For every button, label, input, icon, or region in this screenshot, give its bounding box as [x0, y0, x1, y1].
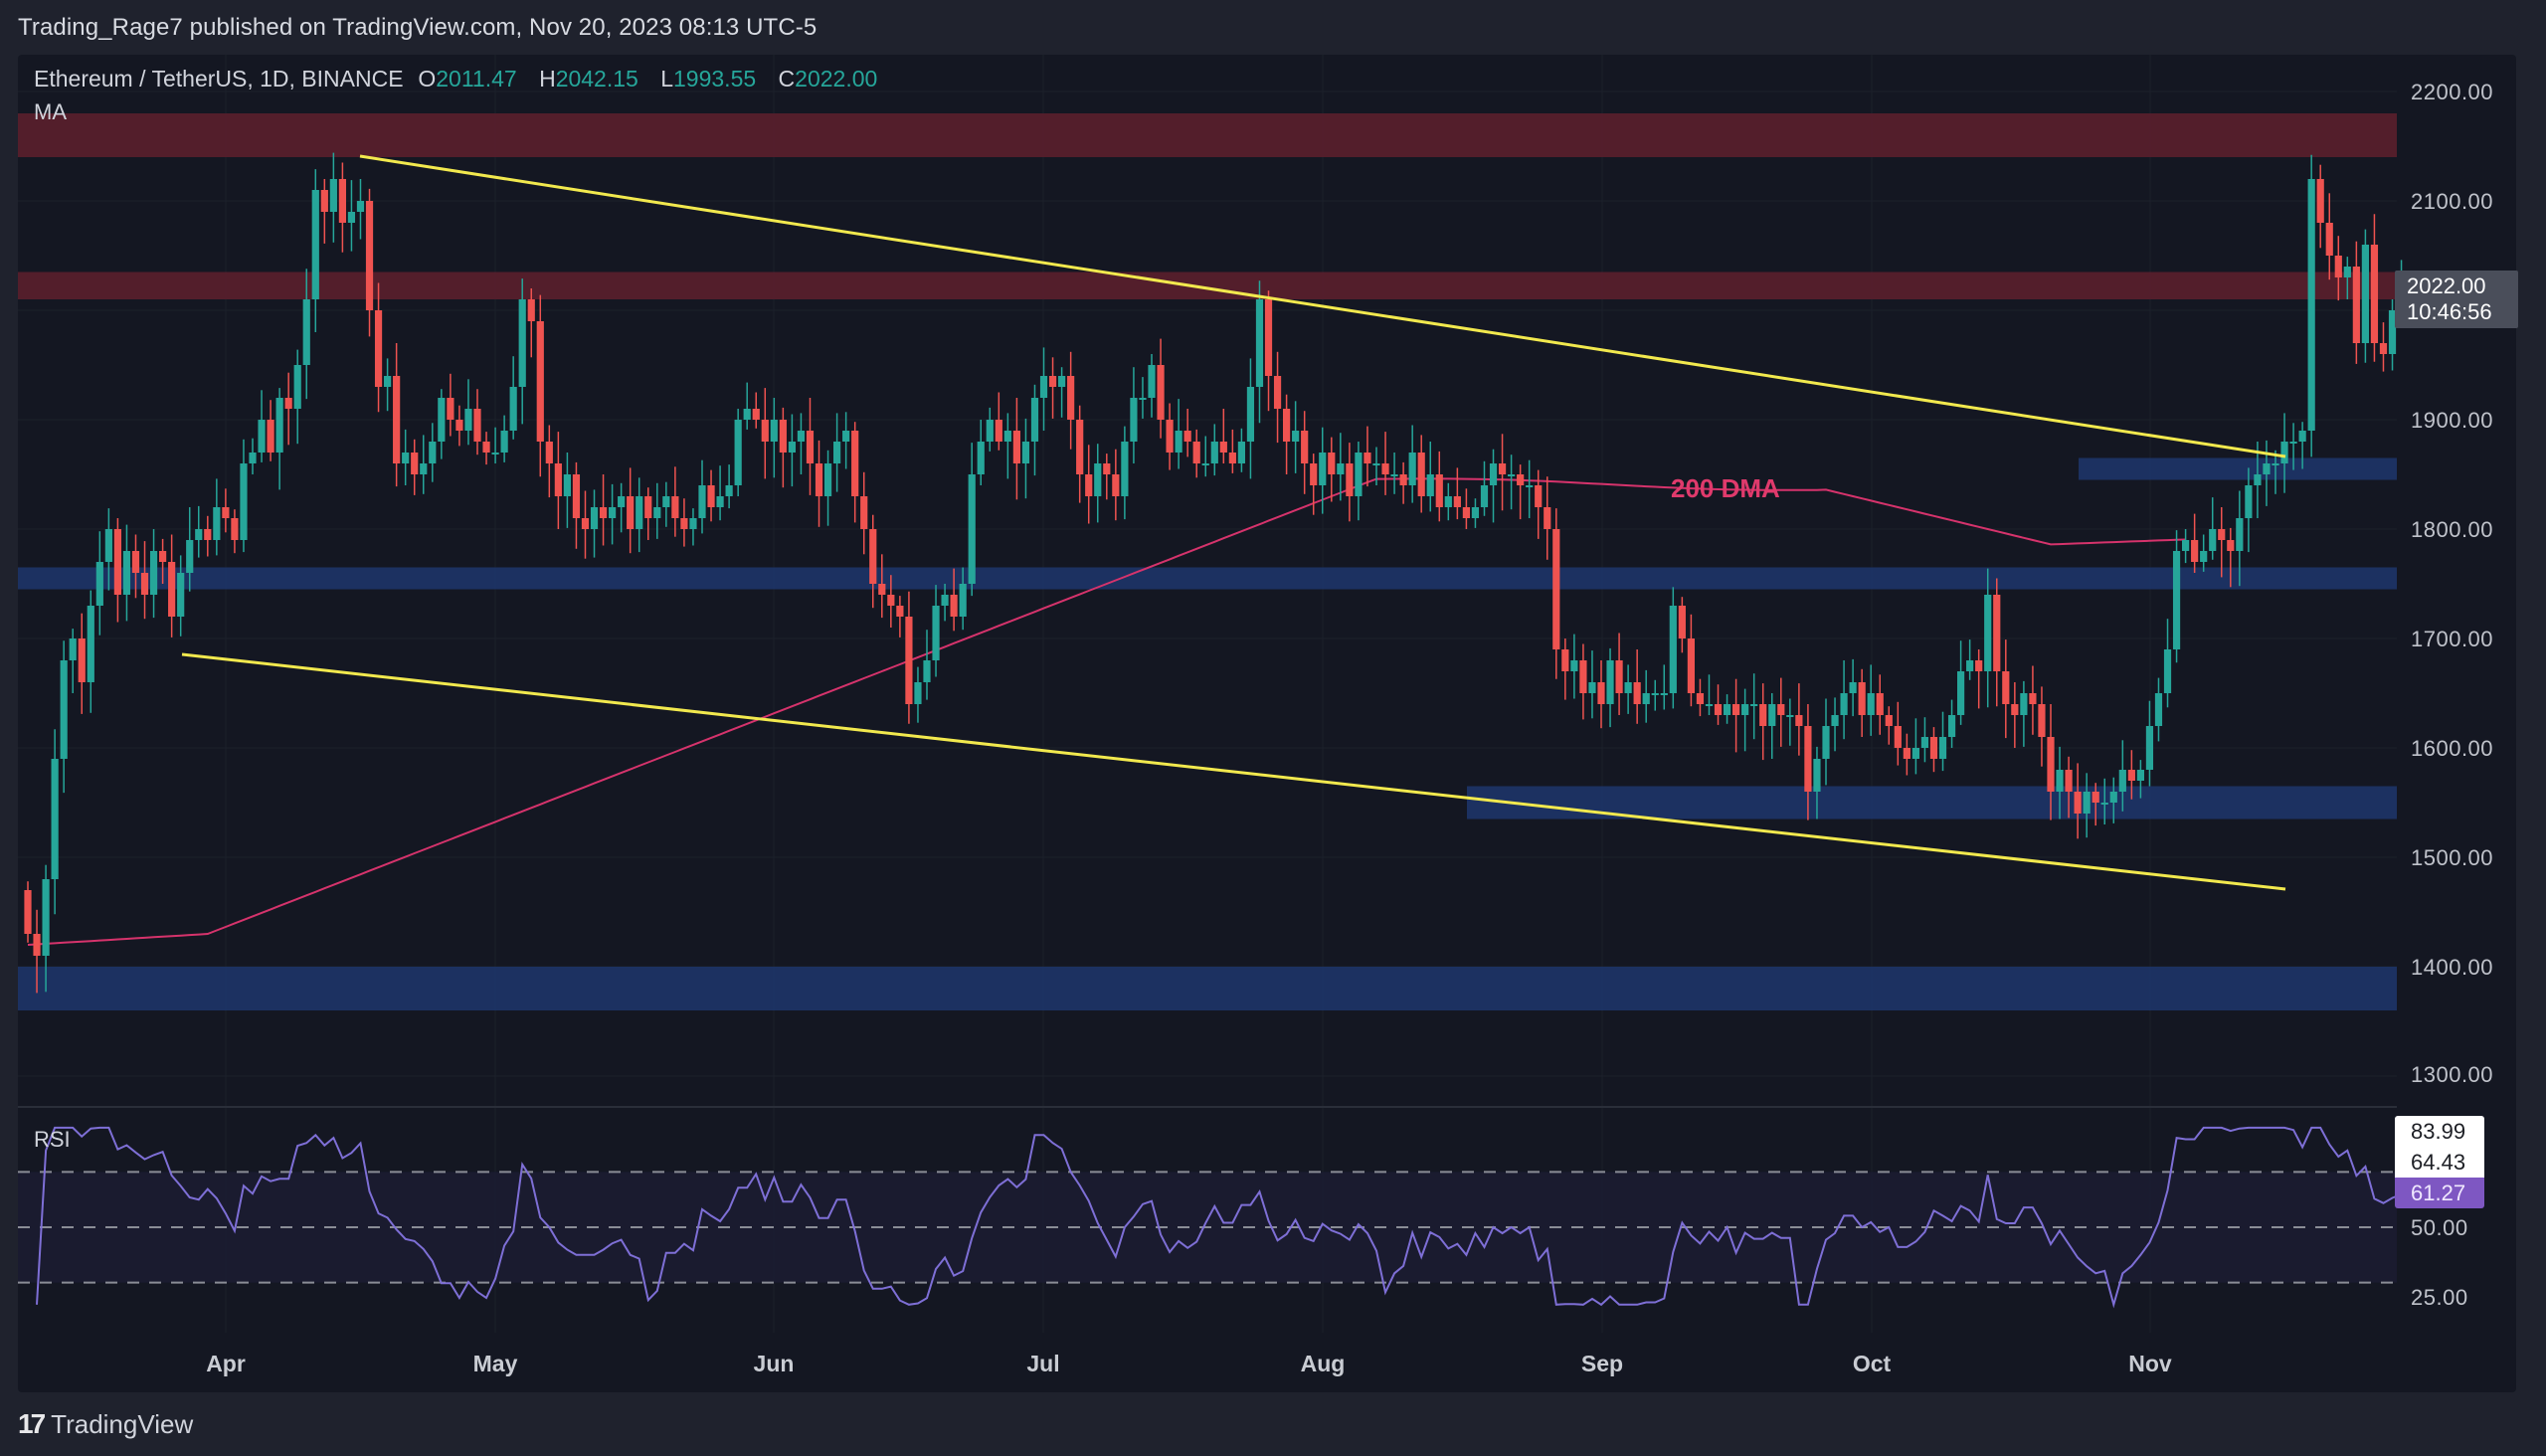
- bar-countdown: 10:46:56: [2407, 299, 2492, 324]
- price-label: 1600.00: [2411, 736, 2494, 761]
- open-value: 2011.47: [436, 66, 517, 91]
- symbol-legend: Ethereum / TetherUS, 1D, BINANCE O2011.4…: [34, 66, 891, 92]
- close-key: C: [778, 66, 796, 91]
- high-value: 2042.15: [555, 66, 638, 91]
- time-label: Aug: [1300, 1351, 1346, 1376]
- low-value: 1993.55: [673, 66, 757, 91]
- price-label: 1300.00: [2411, 1062, 2494, 1087]
- rsi-value-lower: 64.43: [2395, 1147, 2484, 1178]
- rsi-label[interactable]: RSI: [34, 1127, 71, 1152]
- price-label: 2100.00: [2411, 189, 2494, 214]
- current-price: 2022.00: [2407, 273, 2486, 298]
- time-label: Nov: [2128, 1351, 2172, 1376]
- tradingview-brand[interactable]: 17 TradingView: [18, 1408, 193, 1440]
- rsi-value-upper: 83.99: [2395, 1116, 2484, 1147]
- publisher-line: Trading_Rage7 published on TradingView.c…: [18, 14, 818, 41]
- ma-indicator-label[interactable]: MA: [34, 99, 67, 124]
- rsi-axis-label: 50.00: [2411, 1215, 2468, 1240]
- time-label: Jul: [1026, 1351, 1060, 1376]
- rsi-value-current: 61.27: [2395, 1178, 2484, 1208]
- time-label: Jun: [753, 1351, 795, 1376]
- price-label: 1400.00: [2411, 955, 2494, 980]
- price-label: 1500.00: [2411, 845, 2494, 870]
- price-label: 1700.00: [2411, 627, 2494, 651]
- rsi-value-box: 83.99 64.43 61.27: [2395, 1116, 2484, 1208]
- time-label: Oct: [1852, 1351, 1892, 1376]
- time-label: Sep: [1580, 1351, 1624, 1376]
- time-label: Apr: [206, 1351, 246, 1376]
- high-key: H: [539, 66, 556, 91]
- rsi-axis-label: 25.00: [2411, 1285, 2468, 1310]
- price-label: 2200.00: [2411, 80, 2494, 104]
- close-value: 2022.00: [795, 66, 878, 91]
- time-label: May: [472, 1351, 518, 1376]
- price-label: 1800.00: [2411, 517, 2494, 542]
- low-key: L: [660, 66, 674, 91]
- tradingview-logo-icon: 17: [18, 1408, 46, 1439]
- symbol-name: Ethereum / TetherUS, 1D, BINANCE: [34, 66, 404, 91]
- current-price-tag: 2022.00 10:46:56: [2395, 271, 2518, 328]
- open-key: O: [418, 66, 437, 91]
- price-label: 1900.00: [2411, 408, 2494, 433]
- brand-name: TradingView: [51, 1408, 194, 1439]
- dma-annotation: 200 DMA: [1671, 473, 1780, 503]
